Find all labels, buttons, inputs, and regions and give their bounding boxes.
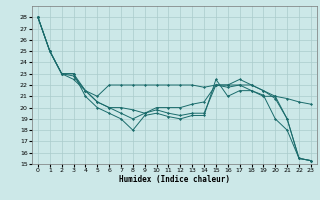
X-axis label: Humidex (Indice chaleur): Humidex (Indice chaleur): [119, 175, 230, 184]
